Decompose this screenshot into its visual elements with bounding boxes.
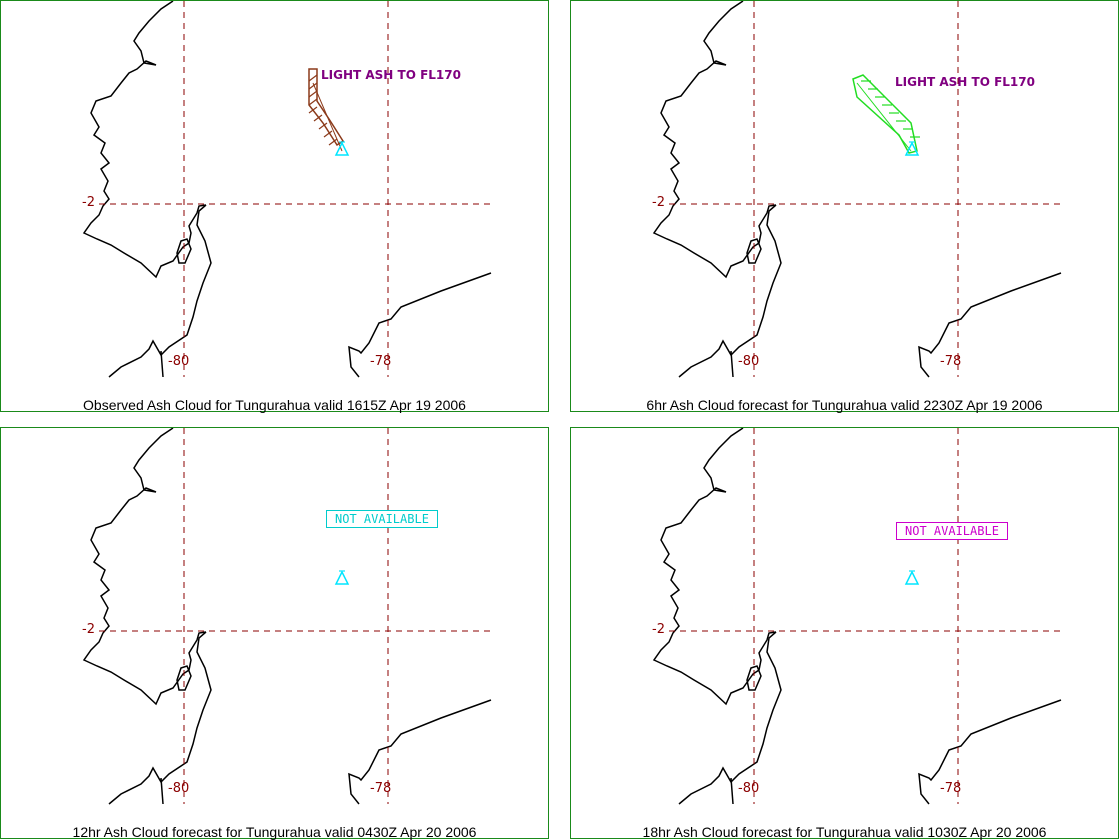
volcano-triangle-icon: [334, 570, 350, 585]
island: [176, 238, 192, 264]
lon-label-78: -78: [370, 781, 392, 796]
ash-hatch: [308, 106, 318, 114]
map-panel-observed: -2 -80 -78 LIGHT ASH TO FL170 Observed A…: [0, 0, 549, 413]
ash-cloud-label: LIGHT ASH TO FL170: [321, 68, 461, 82]
ash-hatch: [318, 122, 328, 130]
volcano-triangle-icon: [334, 141, 350, 156]
lon-label-80: -80: [168, 354, 190, 369]
coastline: [348, 699, 492, 805]
lon-label-80: -80: [738, 781, 760, 796]
not-available-badge: NOT AVAILABLE: [326, 510, 438, 528]
ash-hatch: [308, 82, 318, 90]
volcano-triangle: [334, 141, 350, 156]
ash-axis: [856, 82, 912, 152]
not-available-badge: NOT AVAILABLE: [896, 522, 1008, 540]
coastline: [108, 631, 212, 805]
lon-label-80: -80: [738, 354, 760, 369]
ash-cloud-observed: [308, 68, 345, 152]
map-panel-18hr: -2 -80 -78 NOT AVAILABLE 18hr Ash Cloud …: [570, 427, 1119, 840]
coastline: [108, 204, 212, 378]
coastline: [348, 272, 492, 378]
lat-label: -2: [82, 622, 95, 637]
coastline: [82, 1, 207, 279]
coastline: [730, 777, 734, 805]
panel-caption: 6hr Ash Cloud forecast for Tungurahua va…: [646, 397, 1043, 413]
panel-caption: 12hr Ash Cloud forecast for Tungurahua v…: [72, 824, 477, 840]
island: [176, 665, 192, 691]
ash-hatch: [308, 90, 318, 98]
ash-cloud-outline: [852, 74, 918, 154]
ash-axis: [312, 82, 343, 152]
map-panel-12hr: -2 -80 -78 NOT AVAILABLE 12hr Ash Cloud …: [0, 427, 549, 840]
lon-label-78: -78: [370, 354, 392, 369]
map-canvas: [82, 428, 492, 805]
ash-cloud-outline: [308, 68, 345, 147]
coastline: [652, 428, 777, 706]
ash-hatch: [323, 130, 333, 138]
coastline: [918, 272, 1062, 378]
lon-label-78: -78: [940, 781, 962, 796]
lat-label: -2: [82, 195, 95, 210]
coastline: [918, 699, 1062, 805]
map-canvas: [652, 428, 1062, 805]
volcano-triangle: [334, 570, 350, 585]
coastline: [160, 350, 164, 378]
coastline: [160, 777, 164, 805]
map-canvas: [82, 1, 492, 378]
ash-cloud-label: LIGHT ASH TO FL170: [895, 75, 1035, 89]
ash-hatch: [308, 98, 318, 106]
lat-label: -2: [652, 195, 665, 210]
lon-label-80: -80: [168, 781, 190, 796]
panel-caption: Observed Ash Cloud for Tungurahua valid …: [83, 397, 466, 413]
map-panel-6hr: -2 -80 -78 LIGHT ASH TO FL170 6hr Ash Cl…: [570, 0, 1119, 413]
coastline: [730, 350, 734, 378]
coastline: [652, 1, 777, 279]
panel-caption: 18hr Ash Cloud forecast for Tungurahua v…: [642, 824, 1047, 840]
coastline: [678, 204, 782, 378]
island: [746, 238, 762, 264]
coastline: [678, 631, 782, 805]
lat-label: -2: [652, 622, 665, 637]
volcano-triangle: [904, 570, 920, 585]
volcano-triangle-icon: [904, 570, 920, 585]
ash-hatch: [328, 138, 338, 146]
lon-label-78: -78: [940, 354, 962, 369]
ash-hatch: [313, 114, 323, 122]
coastline: [82, 428, 207, 706]
ash-cloud-forecast: [852, 74, 920, 154]
volcano-triangle-icon: [904, 141, 920, 156]
island: [746, 665, 762, 691]
map-canvas: [652, 1, 1062, 378]
volcano-triangle: [904, 141, 920, 156]
ash-hatch: [308, 74, 318, 82]
